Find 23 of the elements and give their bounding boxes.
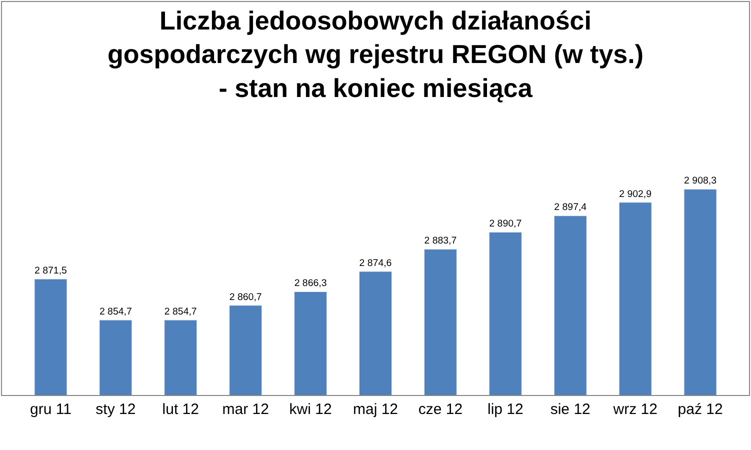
x-tick-label: sty 12 [96,401,136,418]
x-tick-label: gru 11 [30,401,72,418]
x-tick-label: lip 12 [487,401,524,418]
x-tick-label: paź 12 [678,401,723,418]
data-label: 2 854,7 [164,306,197,318]
x-tick-label: sie 12 [550,401,590,418]
x-tick-label: kwi 12 [289,401,332,418]
data-label: 2 890,7 [489,218,522,230]
data-label: 2 874,6 [359,258,392,269]
x-tick-label: cze 12 [418,401,463,418]
x-tick-label: maj 12 [352,401,398,418]
x-tick-label: lut 12 [162,401,199,418]
data-label: 2 902,9 [619,188,652,200]
x-tick-label: mar 12 [222,401,269,418]
data-label: 2 866,3 [294,278,327,290]
x-tick-label: wrz 12 [612,401,658,418]
data-label: 2 860,7 [229,292,262,303]
data-label: 2 897,4 [554,202,588,214]
text: Liczba jedoosobowych działaności gospodarczych wg rejestru REGON (w tys.) - stan na koniec miesiąca [108,5,644,103]
data-label: 2 854,7 [99,306,132,318]
data-label: 2 908,3 [684,176,716,187]
data-label: 2 883,7 [424,236,457,247]
data-label: 2 871,5 [34,265,67,276]
